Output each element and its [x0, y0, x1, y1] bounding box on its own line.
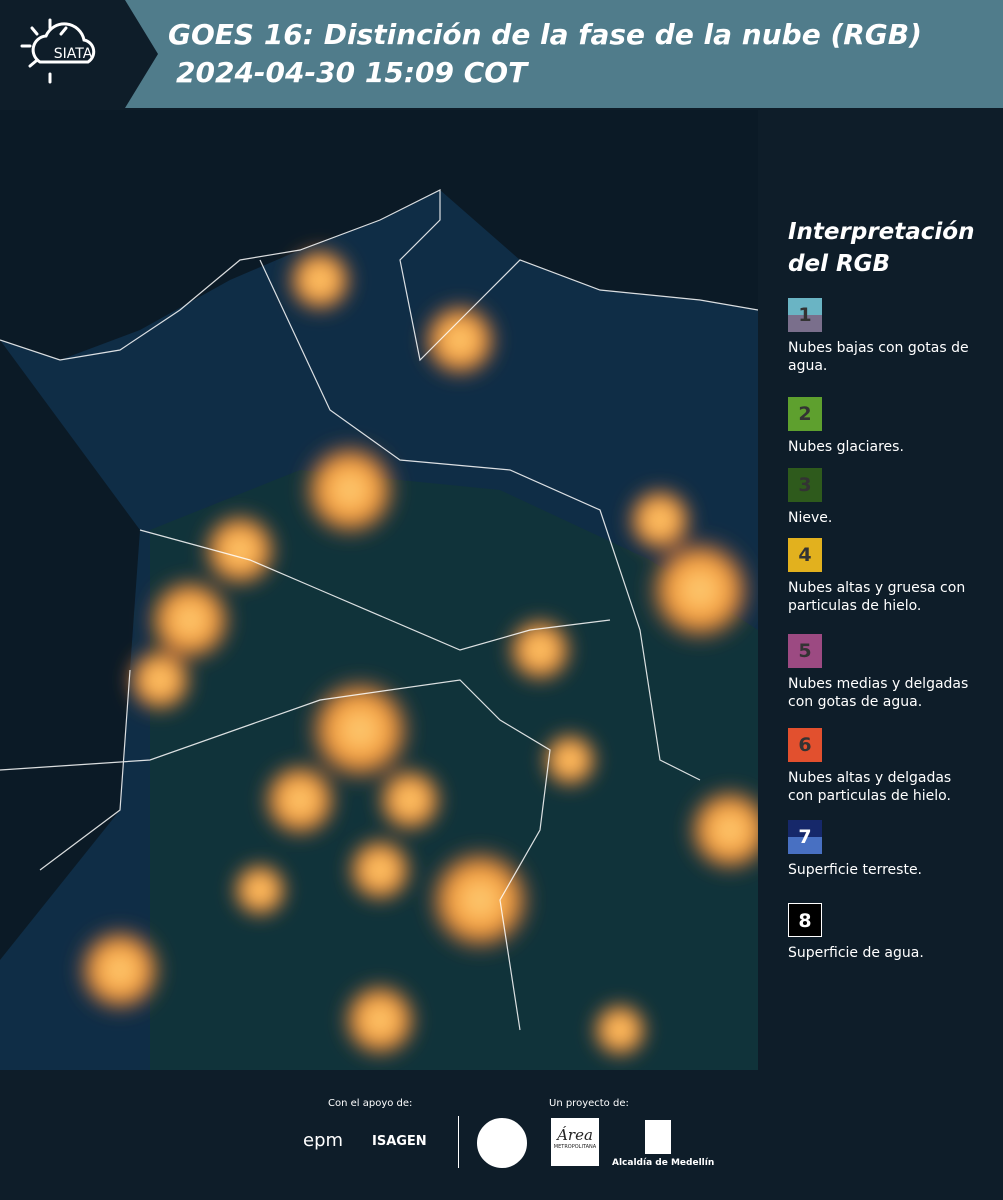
legend-number: 8 [798, 910, 812, 932]
legend-item: 6 Nubes altas y delgadas con particulas d… [788, 728, 978, 805]
legend-number: 6 [798, 734, 812, 756]
legend-item: 5 Nubes medias y delgadas con gotas de ag… [788, 634, 978, 711]
legend-swatch: 8 [788, 903, 822, 937]
legend-item: 3 Nieve. [788, 468, 978, 527]
legend-item: 1 Nubes bajas con gotas de agua. [788, 298, 978, 375]
legend-number: 1 [798, 304, 812, 326]
legend-label: Nubes altas y gruesa con particulas de h… [788, 580, 966, 614]
legend-item: 2 Nubes glaciares. [788, 397, 978, 456]
legend-swatch: 7 [788, 820, 822, 854]
legend-label: Nubes medias y delgadas con gotas de agu… [788, 676, 969, 710]
legend-label: Superficie de agua. [788, 945, 924, 961]
project-label: Un proyecto de: [549, 1098, 629, 1109]
legend-title-line: Interpretación [788, 219, 975, 245]
support-label: Con el apoyo de: [328, 1098, 413, 1109]
title: GOES 16: Distinción de la fase de la nub… [168, 18, 922, 51]
footer: Con el apoyo de: epm ISAGEN Un proyecto … [0, 1070, 1003, 1200]
title-block: GOES 16: Distinción de la fase de la nub… [168, 16, 922, 92]
legend-item: 7 Superficie terreste. [788, 820, 978, 879]
seal [477, 1118, 527, 1168]
partner-logo [645, 1120, 671, 1154]
legend-number: 7 [798, 826, 812, 848]
legend-number: 2 [798, 403, 812, 425]
legend-number: 3 [798, 474, 812, 496]
partner-name: Alcaldía de Medellín [612, 1158, 715, 1168]
legend-swatch: 4 [788, 538, 822, 572]
sponsor: epm [303, 1130, 344, 1151]
partner-sub: METROPOLITANA [553, 1144, 597, 1150]
legend-swatch: 1 [788, 298, 822, 332]
legend-item: 4 Nubes altas y gruesa con particulas de … [788, 538, 978, 615]
satellite-map [0, 110, 758, 1070]
logo-text: SIATA [54, 46, 93, 62]
legend-title: Interpretación del RGB [788, 216, 974, 280]
legend-swatch: 5 [788, 634, 822, 668]
legend: Interpretación del RGB 1 Nubes bajas con … [760, 110, 1003, 1070]
header: SIATA GOES 16: Distinción de la fase de … [0, 0, 1003, 108]
legend-label: Superficie terreste. [788, 862, 923, 878]
legend-swatch: 6 [788, 728, 822, 762]
legend-title-line: del RGB [788, 251, 891, 277]
legend-number: 4 [798, 544, 812, 566]
legend-label: Nubes altas y delgadas con particulas de… [788, 770, 952, 804]
legend-swatch: 3 [788, 468, 822, 502]
partner-logo: Área METROPOLITANA [551, 1118, 599, 1166]
legend-label: Nieve. [788, 510, 833, 526]
logo-area: SIATA [0, 0, 158, 108]
divider [458, 1116, 459, 1168]
legend-label: Nubes bajas con gotas de agua. [788, 340, 969, 374]
legend-number: 5 [798, 640, 812, 662]
partner-name: Área [557, 1126, 593, 1144]
legend-swatch: 2 [788, 397, 822, 431]
legend-item: 8 Superficie de agua. [788, 903, 978, 962]
timestamp: 2024-04-30 15:09 COT [176, 56, 528, 89]
legend-label: Nubes glaciares. [788, 439, 904, 455]
sponsor: ISAGEN [372, 1134, 427, 1149]
